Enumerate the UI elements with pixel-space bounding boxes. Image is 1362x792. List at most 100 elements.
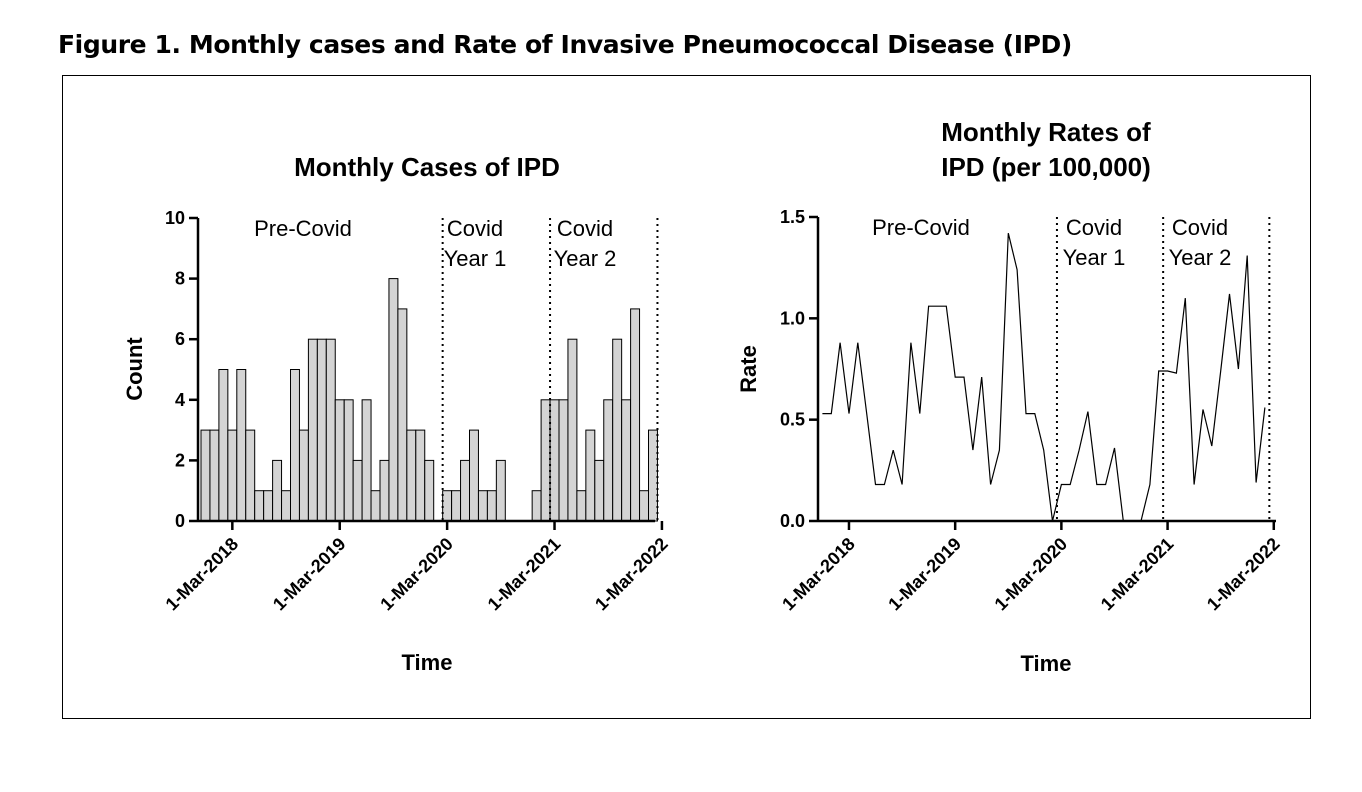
cases-x-ticks: 1-Mar-2018 1-Mar-2019 1-Mar-2020 1-Mar-2021… [161, 521, 672, 615]
cases-bar [442, 490, 453, 522]
cases-bar [495, 459, 506, 522]
cases-bar [209, 429, 220, 522]
cases-period-labels: Pre-Covid Covid Year 1 Covid Year 2 [254, 216, 616, 271]
cases-bar [469, 429, 479, 522]
cases-bar [415, 429, 426, 522]
cases-period-dividers [441, 218, 659, 521]
right-x-tick-label: 1-Mar-2020 [991, 534, 1072, 615]
cases-bar [451, 490, 462, 522]
left-x-tick-label: 1-Mar-2018 [161, 534, 242, 615]
figure-title: Figure 1. Monthly cases and Rate of Inva… [58, 30, 1072, 59]
right-period-label: Year 2 [1169, 245, 1232, 270]
cases-bar [567, 338, 578, 522]
cases-bar [397, 308, 408, 522]
right-period-label: Covid [1066, 215, 1122, 240]
cases-chart-title: Monthly Cases of IPD [294, 152, 560, 182]
right-y-tick-label: 0.5 [780, 410, 805, 430]
right-x-tick-label: 1-Mar-2021 [1097, 534, 1178, 615]
cases-bar [648, 429, 658, 522]
cases-bar [290, 369, 300, 522]
cases-bar [576, 490, 587, 522]
right-y-tick-label: 1.0 [780, 308, 805, 328]
left-period-label: Year 2 [554, 246, 617, 271]
cases-bar [558, 399, 569, 522]
cases-bar [254, 490, 265, 522]
cases-bar [621, 399, 632, 522]
cases-bar [307, 338, 318, 522]
cases-bar [612, 338, 623, 522]
cases-bar [639, 490, 649, 522]
cases-bar [227, 429, 238, 522]
cases-bar [379, 459, 390, 522]
left-period-label: Year 1 [444, 246, 507, 271]
left-period-label: Covid [447, 216, 503, 241]
cases-bar [263, 490, 274, 522]
cases-bar [316, 338, 327, 522]
cases-bar [603, 399, 614, 522]
rate-line [822, 233, 1266, 522]
rates-y-axis-label: Rate [736, 345, 761, 393]
rates-chart-title-line-1: Monthly Rates of [941, 117, 1151, 147]
right-y-tick-label: 0.0 [780, 511, 805, 531]
rates-axes [816, 217, 1276, 523]
right-period-label: Pre-Covid [872, 215, 970, 240]
left-y-tick-label: 2 [175, 450, 185, 470]
cases-y-ticks: 0 2 4 6 8 10 [165, 208, 198, 531]
cases-bar [486, 490, 497, 522]
cases-bar [549, 399, 560, 522]
cases-bar [343, 399, 354, 522]
cases-bar [281, 490, 291, 522]
left-x-tick-label: 1-Mar-2019 [269, 534, 350, 615]
cases-chart: Monthly Cases of IPD Pre-Covid Covid Year … [122, 152, 672, 675]
left-x-tick-label: 1-Mar-2022 [591, 534, 672, 615]
right-period-label: Covid [1172, 215, 1228, 240]
right-y-tick-label: 1.5 [780, 207, 805, 227]
cases-y-axis-label: Count [122, 337, 147, 401]
rates-period-labels: Pre-Covid Covid Year 1 Covid Year 2 [872, 215, 1231, 270]
cases-x-axis-label: Time [402, 650, 453, 675]
rates-series [822, 233, 1266, 522]
left-period-label: Pre-Covid [254, 216, 352, 241]
rates-chart: Monthly Rates of IPD (per 100,000) Pre-C… [736, 117, 1284, 676]
cases-bar [585, 429, 596, 522]
cases-axes [196, 218, 655, 523]
rates-y-ticks: 0.0 0.5 1.0 1.5 [780, 207, 818, 531]
left-y-tick-label: 6 [175, 329, 185, 349]
right-x-tick-label: 1-Mar-2018 [778, 534, 859, 615]
cases-bar [370, 490, 381, 522]
left-y-tick-label: 4 [175, 390, 185, 410]
cases-bar [531, 490, 542, 522]
cases-bar [406, 429, 417, 522]
rates-chart-title-line-2: IPD (per 100,000) [941, 152, 1151, 182]
cases-bar [200, 429, 211, 522]
cases-bar [325, 338, 336, 522]
cases-bar [236, 369, 247, 522]
cases-bar [388, 278, 399, 522]
cases-bar [424, 459, 435, 522]
cases-bar [540, 399, 551, 522]
cases-bar [245, 429, 256, 522]
rates-period-dividers [1055, 217, 1271, 521]
rates-x-ticks: 1-Mar-2018 1-Mar-2019 1-Mar-2020 1-Mar-2021… [778, 521, 1284, 615]
cases-bar [460, 459, 470, 522]
left-y-tick-label: 8 [175, 269, 185, 289]
right-x-tick-label: 1-Mar-2022 [1203, 534, 1284, 615]
cases-bars [200, 278, 658, 522]
left-period-label: Covid [557, 216, 613, 241]
rates-x-axis-label: Time [1021, 651, 1072, 676]
left-x-tick-label: 1-Mar-2021 [484, 534, 565, 615]
cases-bar [352, 459, 363, 522]
cases-bar [477, 490, 488, 522]
cases-bar [272, 459, 283, 522]
left-y-tick-label: 10 [165, 208, 185, 228]
right-x-tick-label: 1-Mar-2019 [884, 534, 965, 615]
cases-bar [218, 369, 229, 522]
figure-frame [62, 75, 1311, 719]
cases-bar [594, 459, 605, 522]
cases-bar [630, 308, 641, 522]
cases-bar [334, 399, 345, 522]
left-x-tick-label: 1-Mar-2020 [376, 534, 457, 615]
cases-bar [361, 399, 372, 522]
right-period-label: Year 1 [1063, 245, 1126, 270]
